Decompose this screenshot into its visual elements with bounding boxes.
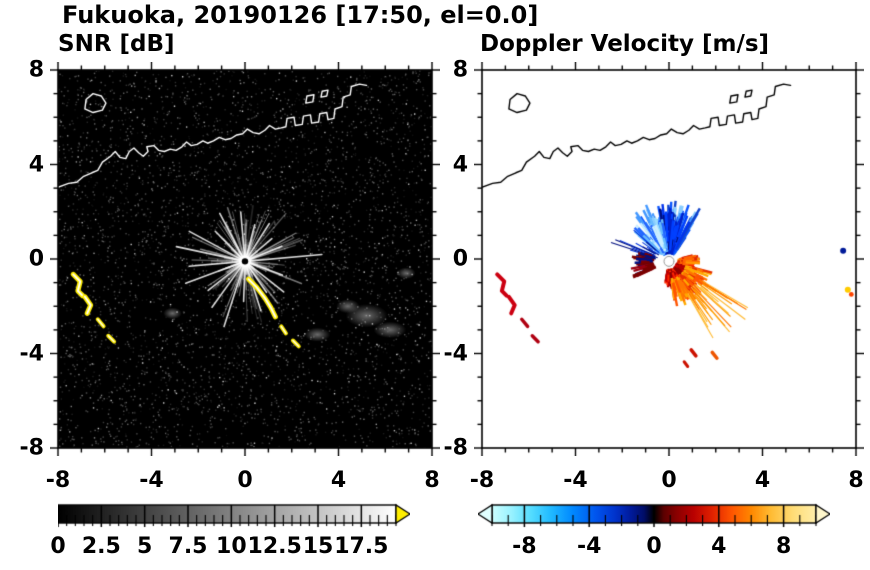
tick-label: 8 [452, 57, 468, 83]
tick-label: 17.5 [334, 534, 389, 559]
doppler-y-axis-labels: -8 -4 0 4 8 [428, 58, 470, 461]
tick-label: 4 [330, 468, 347, 493]
figure-title: Fukuoka, 20190126 [17:50, el=0.0] [62, 1, 539, 29]
tick-label: 2.5 [81, 534, 121, 559]
snr-x-axis-labels: -8 -4 0 4 8 [46, 468, 440, 498]
doppler-x-axis-labels: -8 -4 0 4 8 [470, 468, 864, 498]
tick-label: 0 [237, 468, 253, 493]
snr-panel-title: SNR [dB] [58, 31, 175, 57]
tick-label: 8 [424, 468, 440, 493]
snr-colorbar-canvas [58, 503, 410, 529]
tick-label: 0 [50, 534, 66, 559]
tick-label: 15 [302, 534, 334, 559]
tick-label: 0 [646, 534, 662, 559]
tick-label: 4 [711, 534, 727, 559]
doppler-panel-title: Doppler Velocity [m/s] [480, 31, 770, 57]
tick-label: -8 [45, 468, 71, 493]
tick-label: 8 [775, 534, 792, 559]
tick-label: -4 [139, 468, 164, 493]
tick-label: -4 [19, 341, 44, 366]
doppler-colorbar-labels: -8 -4 0 4 8 [492, 534, 816, 564]
tick-label: 10 [216, 534, 247, 559]
tick-label: 8 [28, 57, 44, 83]
tick-label: 0 [661, 468, 677, 493]
tick-label: 12.5 [247, 534, 302, 559]
tick-label: -8 [443, 435, 468, 461]
tick-label: 0 [452, 246, 468, 272]
tick-label: -4 [576, 534, 602, 559]
snr-colorbar-labels: 0 2.5 5 7.5 10 12.5 15 17.5 [50, 534, 396, 564]
tick-label: -4 [563, 468, 588, 493]
tick-label: -4 [443, 341, 468, 366]
tick-label: -8 [512, 534, 537, 559]
tick-label: 0 [28, 246, 44, 272]
tick-label: -8 [469, 468, 495, 493]
tick-label: 4 [28, 152, 44, 177]
snr-plot-canvas [50, 62, 440, 456]
tick-label: 8 [848, 468, 864, 493]
tick-label: 4 [754, 468, 771, 493]
doppler-plot-canvas [474, 62, 864, 456]
doppler-colorbar-canvas [478, 503, 830, 529]
snr-y-axis-labels: -8 -4 0 4 8 [4, 58, 46, 461]
tick-label: 4 [452, 152, 468, 177]
tick-label: 7.5 [168, 534, 208, 559]
tick-label: 5 [137, 534, 153, 559]
tick-label: -8 [19, 435, 44, 461]
